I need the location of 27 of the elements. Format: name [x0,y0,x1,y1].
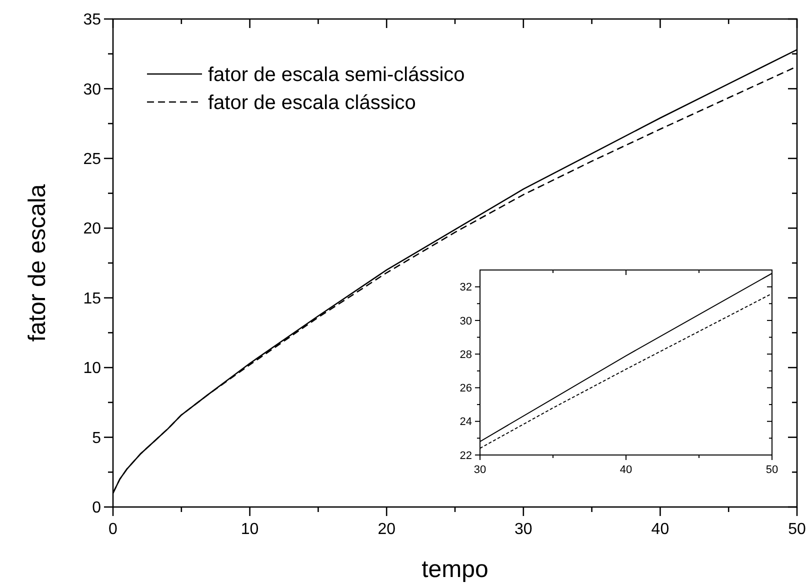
y-tick-label: 32 [460,282,472,294]
y-tick-label: 0 [92,500,102,517]
y-tick-label: 25 [83,151,102,168]
y-tick-label: 20 [83,220,102,238]
x-tick-label: 30 [514,521,532,538]
y-tick-label: 24 [460,416,472,428]
y-tick-label: 30 [83,81,102,98]
y-tick-label: 22 [460,450,472,462]
y-tick-label: 35 [83,12,102,29]
legend-label: fator de escala clássico [208,92,416,114]
x-tick-label: 50 [788,521,806,538]
legend-label: fator de escala semi-clássico [208,64,465,86]
y-tick-label: 15 [83,290,102,308]
y-tick-label: 5 [92,430,102,447]
x-tick-label: 40 [620,464,632,476]
y-axis-title: fator de escala [24,184,51,342]
x-tick-label: 0 [108,521,118,538]
x-tick-label: 50 [766,464,778,476]
x-tick-label: 30 [474,464,486,476]
x-tick-label: 40 [651,521,670,538]
x-tick-label: 20 [378,521,396,538]
y-tick-label: 30 [460,315,472,328]
x-tick-label: 10 [240,521,259,538]
y-tick-label: 26 [460,382,472,395]
x-axis-title: tempo [422,556,488,583]
y-tick-label: 28 [460,348,472,361]
y-tick-label: 10 [83,360,102,378]
